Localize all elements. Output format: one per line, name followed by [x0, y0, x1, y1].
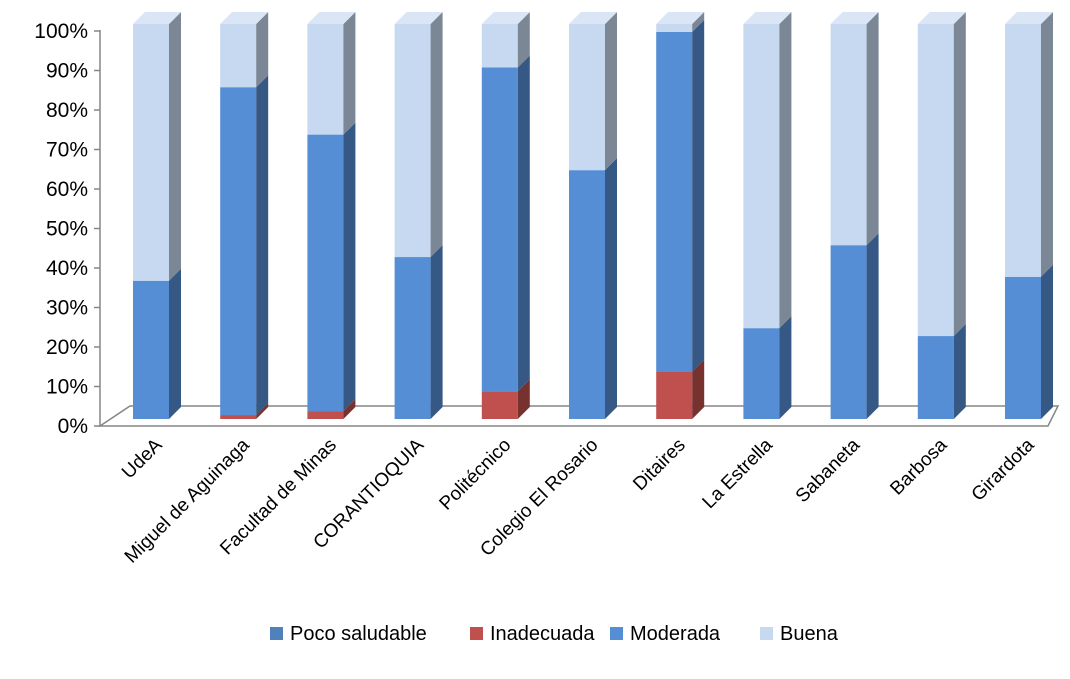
y-tick-label: 10% — [46, 376, 88, 399]
y-tick-label: 60% — [46, 178, 88, 201]
y-tick-label: 20% — [46, 336, 88, 359]
bar-segment — [569, 24, 605, 171]
bar-segment — [830, 24, 867, 246]
y-tick-label: 40% — [46, 257, 88, 280]
bar-segment — [656, 31, 693, 372]
bar-top — [307, 12, 356, 24]
x-tick-label: Barbosa — [886, 434, 951, 499]
bar-segment-side — [256, 12, 269, 88]
x-tick-label: Politécnico — [436, 435, 516, 515]
bar-top — [481, 12, 530, 24]
y-tick-label: 50% — [46, 218, 88, 241]
bar-segment — [481, 24, 518, 68]
bar-segment — [133, 24, 169, 281]
legend-label: Moderada — [630, 623, 721, 645]
legend-label: Buena — [780, 623, 839, 645]
bar-segment — [830, 245, 867, 419]
bar-segment — [1005, 276, 1041, 419]
y-tick-label: 30% — [46, 297, 88, 320]
bar-top — [917, 12, 966, 24]
bar-segment — [220, 24, 257, 88]
legend-label: Poco saludable — [290, 623, 427, 645]
bar-segment-side — [953, 324, 966, 419]
bar-segment-side — [343, 12, 356, 135]
bar-segment-side — [953, 12, 966, 337]
bar-segment-side — [779, 12, 792, 329]
bar-segment — [917, 336, 954, 419]
bar-segment — [656, 371, 693, 419]
bar-segment — [1005, 24, 1041, 277]
y-tick-label: 100% — [34, 20, 88, 43]
bar-segment-side — [517, 12, 530, 68]
bar-segment-side — [692, 19, 705, 372]
y-tick-label: 70% — [46, 139, 88, 162]
bar-segment — [220, 87, 257, 416]
bar-segment-side — [169, 268, 181, 419]
chart-floor — [97, 405, 1060, 427]
x-tick-label: La Estrella — [699, 434, 778, 513]
bar-segment — [569, 170, 605, 419]
bar-segment-side — [343, 399, 356, 419]
bar-segment — [743, 328, 780, 419]
bar-top — [394, 12, 443, 24]
bar-top — [220, 12, 269, 24]
bar-top — [133, 12, 181, 24]
bar-top — [830, 12, 879, 24]
bar-segment-side — [605, 12, 617, 171]
y-tick-label: 0% — [58, 415, 88, 438]
legend-swatch — [470, 627, 483, 640]
bar-segment-side — [430, 245, 443, 419]
bar-top — [743, 12, 792, 24]
bar-segment — [307, 24, 344, 135]
bar-segment-side — [256, 75, 269, 416]
bar-segment — [220, 415, 257, 419]
bar-segment-side — [517, 379, 530, 419]
x-tick-label: Girardota — [968, 434, 1039, 505]
bar-segment-side — [343, 122, 356, 412]
bar-segment-side — [692, 359, 705, 419]
legend-swatch — [610, 627, 623, 640]
y-tick-label: 80% — [46, 99, 88, 122]
x-tick-label: UdeA — [118, 434, 167, 483]
bar-top — [1005, 12, 1053, 24]
bar-segment-side — [430, 12, 443, 258]
bar-segment — [394, 24, 431, 258]
bar-segment-side — [692, 12, 705, 32]
y-tick-label: 90% — [46, 60, 88, 83]
bar-segment — [917, 24, 954, 337]
bar-segment-side — [517, 55, 530, 392]
bar-segment — [133, 280, 169, 419]
x-tick-label: Sabaneta — [792, 434, 865, 507]
bar-segment-side — [605, 158, 617, 419]
x-tick-label: Ditaires — [629, 435, 689, 495]
bar-segment-side — [779, 316, 792, 419]
legend-label: Inadecuada — [490, 623, 595, 645]
bar-segment-side — [1041, 12, 1053, 277]
bar-segment — [394, 257, 431, 419]
bar-segment — [656, 24, 693, 32]
bar-segment-side — [1041, 264, 1053, 419]
bar-segment-side — [866, 233, 879, 419]
bar-top — [569, 12, 617, 24]
bar-segment-side — [866, 12, 879, 246]
legend-swatch — [760, 627, 773, 640]
bar-segment — [481, 67, 518, 392]
bar-segment-side — [256, 403, 269, 419]
bar-segment — [743, 24, 780, 329]
bar-segment — [481, 391, 518, 419]
legend-swatch — [270, 627, 283, 640]
bar-segment-side — [169, 12, 181, 281]
bar-segment — [307, 134, 344, 412]
bar-top — [656, 12, 705, 24]
bar-segment — [307, 411, 344, 419]
